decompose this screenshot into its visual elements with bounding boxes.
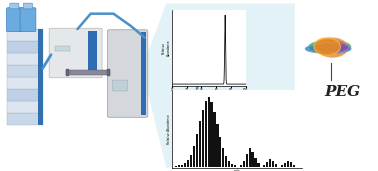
Bar — [225, 156, 227, 167]
Polygon shape — [318, 38, 348, 57]
Bar — [293, 165, 295, 167]
Polygon shape — [314, 38, 340, 55]
FancyBboxPatch shape — [7, 89, 43, 101]
Bar — [38, 53, 43, 65]
Bar — [222, 148, 225, 167]
Bar — [38, 113, 43, 125]
Polygon shape — [142, 3, 295, 168]
FancyBboxPatch shape — [23, 3, 33, 9]
Bar — [240, 165, 242, 167]
Bar — [38, 89, 43, 101]
Bar — [193, 146, 195, 167]
Bar — [175, 166, 178, 167]
Bar — [257, 163, 260, 167]
FancyBboxPatch shape — [49, 28, 102, 78]
Bar — [251, 152, 254, 167]
FancyBboxPatch shape — [7, 77, 43, 89]
Bar — [66, 69, 69, 76]
Bar — [204, 101, 207, 167]
Bar — [219, 137, 222, 167]
Bar — [190, 155, 192, 167]
Bar — [107, 69, 110, 76]
Bar — [38, 29, 43, 41]
Bar — [214, 112, 215, 167]
Bar — [234, 165, 236, 167]
Bar — [266, 162, 268, 167]
Bar — [263, 165, 265, 167]
FancyBboxPatch shape — [7, 41, 43, 53]
FancyBboxPatch shape — [10, 3, 19, 9]
Bar — [290, 162, 292, 167]
Bar — [228, 161, 230, 167]
FancyBboxPatch shape — [7, 29, 43, 41]
Bar — [196, 134, 198, 167]
Bar — [246, 154, 248, 167]
FancyBboxPatch shape — [107, 30, 148, 117]
Bar — [66, 70, 110, 75]
Bar — [38, 101, 43, 113]
Polygon shape — [316, 39, 339, 55]
Y-axis label: Relative
Abundance: Relative Abundance — [162, 40, 170, 56]
Bar — [275, 164, 277, 167]
Bar — [38, 65, 43, 77]
Bar — [38, 41, 43, 53]
Polygon shape — [314, 42, 349, 52]
Bar — [284, 163, 286, 167]
FancyBboxPatch shape — [113, 80, 127, 91]
Bar — [249, 148, 251, 167]
FancyBboxPatch shape — [6, 8, 22, 32]
FancyBboxPatch shape — [7, 53, 43, 65]
Bar — [178, 165, 180, 167]
X-axis label: m/z: m/z — [234, 169, 240, 171]
Y-axis label: Relative Abundance: Relative Abundance — [167, 114, 170, 144]
Bar — [38, 77, 43, 89]
Bar — [231, 164, 233, 167]
Bar — [287, 161, 289, 167]
Bar — [141, 32, 146, 115]
Bar — [88, 31, 97, 75]
FancyBboxPatch shape — [7, 101, 43, 113]
Polygon shape — [309, 41, 350, 53]
Bar — [181, 165, 183, 167]
FancyBboxPatch shape — [20, 8, 36, 32]
Bar — [199, 121, 201, 167]
Bar — [201, 110, 204, 167]
Bar — [187, 160, 189, 167]
Polygon shape — [305, 45, 351, 53]
Bar — [55, 46, 70, 51]
Bar — [184, 163, 186, 167]
Bar — [269, 159, 271, 167]
Bar — [281, 165, 283, 167]
Bar — [211, 102, 213, 167]
Bar — [208, 97, 210, 167]
FancyBboxPatch shape — [7, 65, 43, 77]
Bar — [243, 161, 245, 167]
Bar — [254, 158, 257, 167]
Bar — [216, 124, 218, 167]
FancyBboxPatch shape — [7, 113, 43, 125]
Text: PEG: PEG — [324, 86, 360, 100]
Bar — [272, 161, 274, 167]
